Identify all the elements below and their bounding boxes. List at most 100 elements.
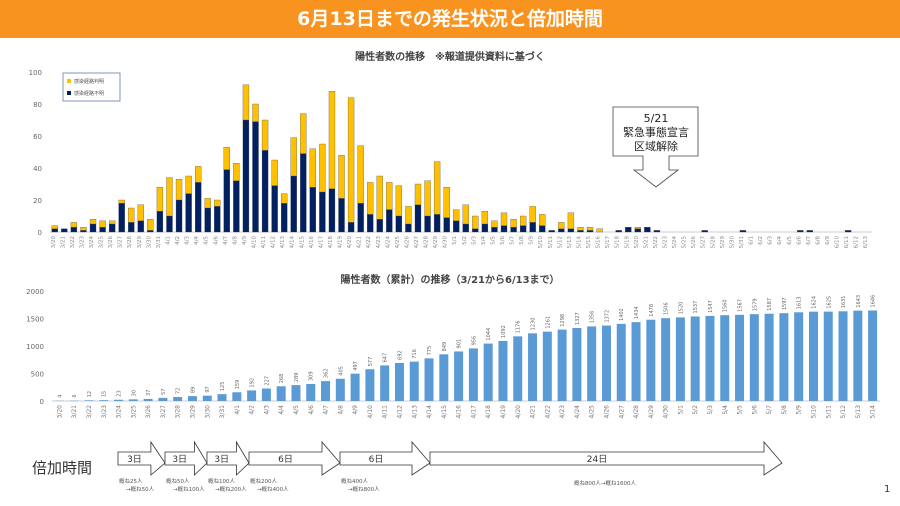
x-tick-label: 5/31 <box>739 236 745 248</box>
data-label: 1261 <box>545 316 551 329</box>
x-tick-label: 5/14 <box>870 405 877 419</box>
data-label: 1298 <box>560 314 566 327</box>
x-tick-label: 3/21 <box>71 405 78 419</box>
data-label: 1547 <box>708 300 714 313</box>
x-tick-label: 5/6 <box>751 405 758 415</box>
bar-cumulative <box>380 365 390 401</box>
x-tick-label: 4/19 <box>338 236 344 249</box>
y-tick-label: 1000 <box>26 343 44 351</box>
x-tick-label: 5/9 <box>796 405 803 415</box>
data-label: 497 <box>353 361 359 371</box>
bar-known <box>175 179 183 201</box>
bar-unknown <box>443 217 450 233</box>
doubling-days: 3日 <box>127 454 142 465</box>
bar-cumulative <box>498 340 508 401</box>
data-label: 1579 <box>752 298 758 311</box>
x-tick-label: 6/13 <box>863 236 869 249</box>
x-tick-label: 4/9 <box>352 405 359 415</box>
bar-known <box>414 183 422 205</box>
bar-unknown <box>271 185 278 233</box>
x-tick-label: 3/30 <box>204 405 211 419</box>
bar-unknown <box>185 193 192 233</box>
x-tick-label: 3/20 <box>51 236 57 249</box>
bar-known <box>395 185 403 217</box>
y-tick-label: 2000 <box>26 288 44 296</box>
data-label: 1587 <box>767 298 773 311</box>
x-tick-label: 3/20 <box>56 405 63 419</box>
bar-known <box>261 119 269 151</box>
data-label: 125 <box>220 382 226 392</box>
bar-unknown <box>128 222 135 233</box>
x-tick-label: 4/28 <box>633 405 640 419</box>
bar-unknown <box>137 220 144 233</box>
data-label: 1402 <box>619 308 625 321</box>
y-tick-label: 0 <box>40 398 44 406</box>
x-tick-label: 4/2 <box>249 405 256 415</box>
x-tick-label: 3/21 <box>60 236 66 248</box>
bar-cumulative <box>143 398 153 401</box>
data-label: 1597 <box>782 297 788 310</box>
y-tick-label: 1500 <box>26 316 44 324</box>
data-label: 849 <box>442 342 448 352</box>
bar-known <box>108 220 116 225</box>
x-tick-label: 6/4 <box>777 236 783 245</box>
x-tick-label: 4/6 <box>308 405 315 415</box>
bar-cumulative <box>661 318 671 401</box>
doubling-range: →概ね200人 <box>215 485 247 493</box>
bar-cumulative <box>572 328 582 401</box>
bar-unknown <box>367 214 374 233</box>
bar-known <box>586 227 594 231</box>
bar-unknown <box>290 175 297 233</box>
x-tick-label: 4/15 <box>441 405 448 419</box>
bar-known <box>558 222 565 229</box>
x-tick-label: 3/24 <box>89 236 95 249</box>
x-tick-label: 4/8 <box>337 405 344 415</box>
bar-cumulative <box>247 390 257 401</box>
bar-unknown <box>347 222 355 233</box>
bar-unknown <box>539 225 546 233</box>
bar-unknown <box>166 215 173 233</box>
x-tick-label: 4/24 <box>385 236 391 249</box>
bar-unknown <box>615 230 622 233</box>
bar-known <box>290 137 297 177</box>
bar-cumulative <box>291 385 301 401</box>
bar-known <box>281 193 288 204</box>
doubling-days: 6日 <box>369 454 384 465</box>
bar-known <box>271 159 278 186</box>
bar-known <box>510 219 517 228</box>
x-tick-label: 3/24 <box>116 405 123 419</box>
data-label: 268 <box>279 374 285 384</box>
data-label: 72 <box>176 388 182 394</box>
legend <box>62 72 121 102</box>
x-tick-label: 6/7 <box>806 236 812 245</box>
data-label: 1625 <box>826 296 832 309</box>
data-label: 159 <box>235 380 241 390</box>
x-tick-label: 3/31 <box>156 236 162 248</box>
bar-cumulative <box>232 392 242 401</box>
data-label: 647 <box>383 353 389 363</box>
x-tick-label: 3/23 <box>101 405 108 419</box>
bar-unknown <box>433 214 441 233</box>
bar-known <box>252 103 259 122</box>
bar-unknown <box>558 228 565 233</box>
bar-known <box>185 175 192 194</box>
bar-unknown <box>51 228 58 233</box>
bar-unknown <box>548 230 555 233</box>
bar-cumulative <box>794 312 804 401</box>
bar-unknown <box>491 227 498 233</box>
bar-unknown <box>309 187 316 233</box>
bar-unknown <box>586 230 594 233</box>
x-tick-label: 4/20 <box>515 405 522 419</box>
x-tick-label: 5/5 <box>737 405 744 415</box>
data-label: 1567 <box>738 299 744 312</box>
bar-known <box>128 207 135 223</box>
x-tick-label: 4/3 <box>185 236 191 245</box>
bar-cumulative <box>202 395 212 401</box>
legend-label: 感染経路不明 <box>74 90 104 97</box>
y-tick-label: 80 <box>33 101 42 109</box>
bar-unknown <box>338 198 345 233</box>
bar-unknown <box>252 121 259 233</box>
x-tick-label: 5/22 <box>653 236 659 248</box>
data-label: 901 <box>457 339 463 349</box>
data-label: 1613 <box>797 297 803 310</box>
